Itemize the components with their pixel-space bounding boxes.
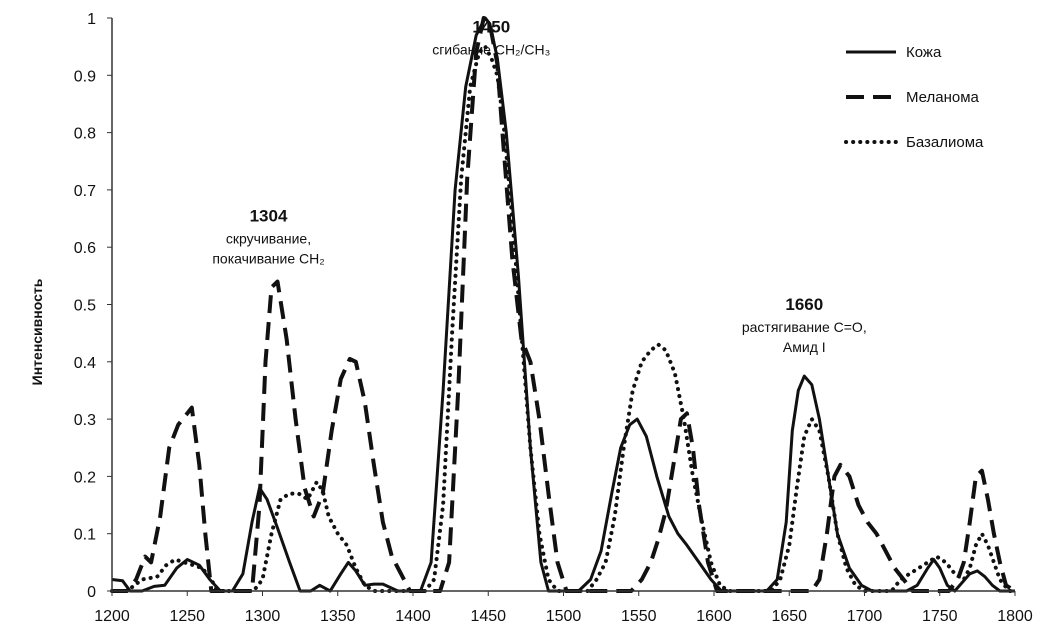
y-tick-label: 0.2 <box>74 469 96 486</box>
annotation-label: растягивание C=O, <box>742 319 867 335</box>
x-tick-labels: 1200 1250 1300 1350 1400 1450 1500 1550 1600 1650… <box>94 591 1033 625</box>
legend-label: Кожа <box>906 44 942 61</box>
y-tick-label: 0 <box>87 584 96 601</box>
y-tick-label: 0.7 <box>74 183 96 200</box>
annotation-label: Амид I <box>783 339 826 355</box>
x-tick-label: 1550 <box>621 608 657 625</box>
annotation-label: скручивание, <box>226 230 311 246</box>
y-tick-labels: 0 0.1 0.2 0.3 0.4 0.5 0.6 0.7 0.8 0.9 1 <box>74 11 112 601</box>
y-axis-label: Интенсивность <box>29 278 45 385</box>
series-line-melanoma <box>112 16 1017 593</box>
y-tick-label: 0.6 <box>74 240 96 257</box>
x-tick-label: 1500 <box>546 608 582 625</box>
x-tick-label: 1250 <box>169 608 205 625</box>
y-tick-label: 0.8 <box>74 126 96 143</box>
annotation-wavenumber: 1660 <box>785 295 823 314</box>
legend: Кожа Меланома Базалиома <box>844 44 984 151</box>
plot-area <box>110 16 1017 593</box>
x-tick-label: 1300 <box>245 608 281 625</box>
x-tick-label: 1750 <box>922 608 958 625</box>
legend-label: Базалиома <box>906 134 984 151</box>
y-tick-label: 1 <box>87 11 96 28</box>
legend-label: Меланома <box>906 89 980 106</box>
x-tick-label: 1350 <box>320 608 356 625</box>
annotation-wavenumber: 1304 <box>250 206 288 225</box>
x-tick-label: 1450 <box>470 608 506 625</box>
annotation-wavenumber: 1450 <box>472 17 510 36</box>
axes <box>111 18 1015 592</box>
series-line-kozha <box>111 16 1015 593</box>
x-tick-label: 1600 <box>696 608 732 625</box>
x-tick-label: 1400 <box>395 608 431 625</box>
y-tick-label: 0.5 <box>74 298 96 315</box>
y-tick-label: 0.3 <box>74 412 96 429</box>
y-tick-label: 0.4 <box>74 355 96 372</box>
x-tick-label: 1800 <box>997 608 1033 625</box>
y-tick-label: 0.9 <box>74 68 96 85</box>
series-line-bazalioma <box>110 44 1017 593</box>
x-tick-label: 1700 <box>847 608 883 625</box>
peak-annotations: 1304 скручивание, покачивание CH₂ 1450 сгиба… <box>212 17 866 355</box>
annotation-label: сгибание CH₂/CH₃ <box>432 41 550 57</box>
x-tick-label: 1200 <box>94 608 130 625</box>
x-tick-label: 1650 <box>771 608 807 625</box>
annotation-label: покачивание CH₂ <box>212 250 324 266</box>
y-tick-label: 0.1 <box>74 527 96 544</box>
